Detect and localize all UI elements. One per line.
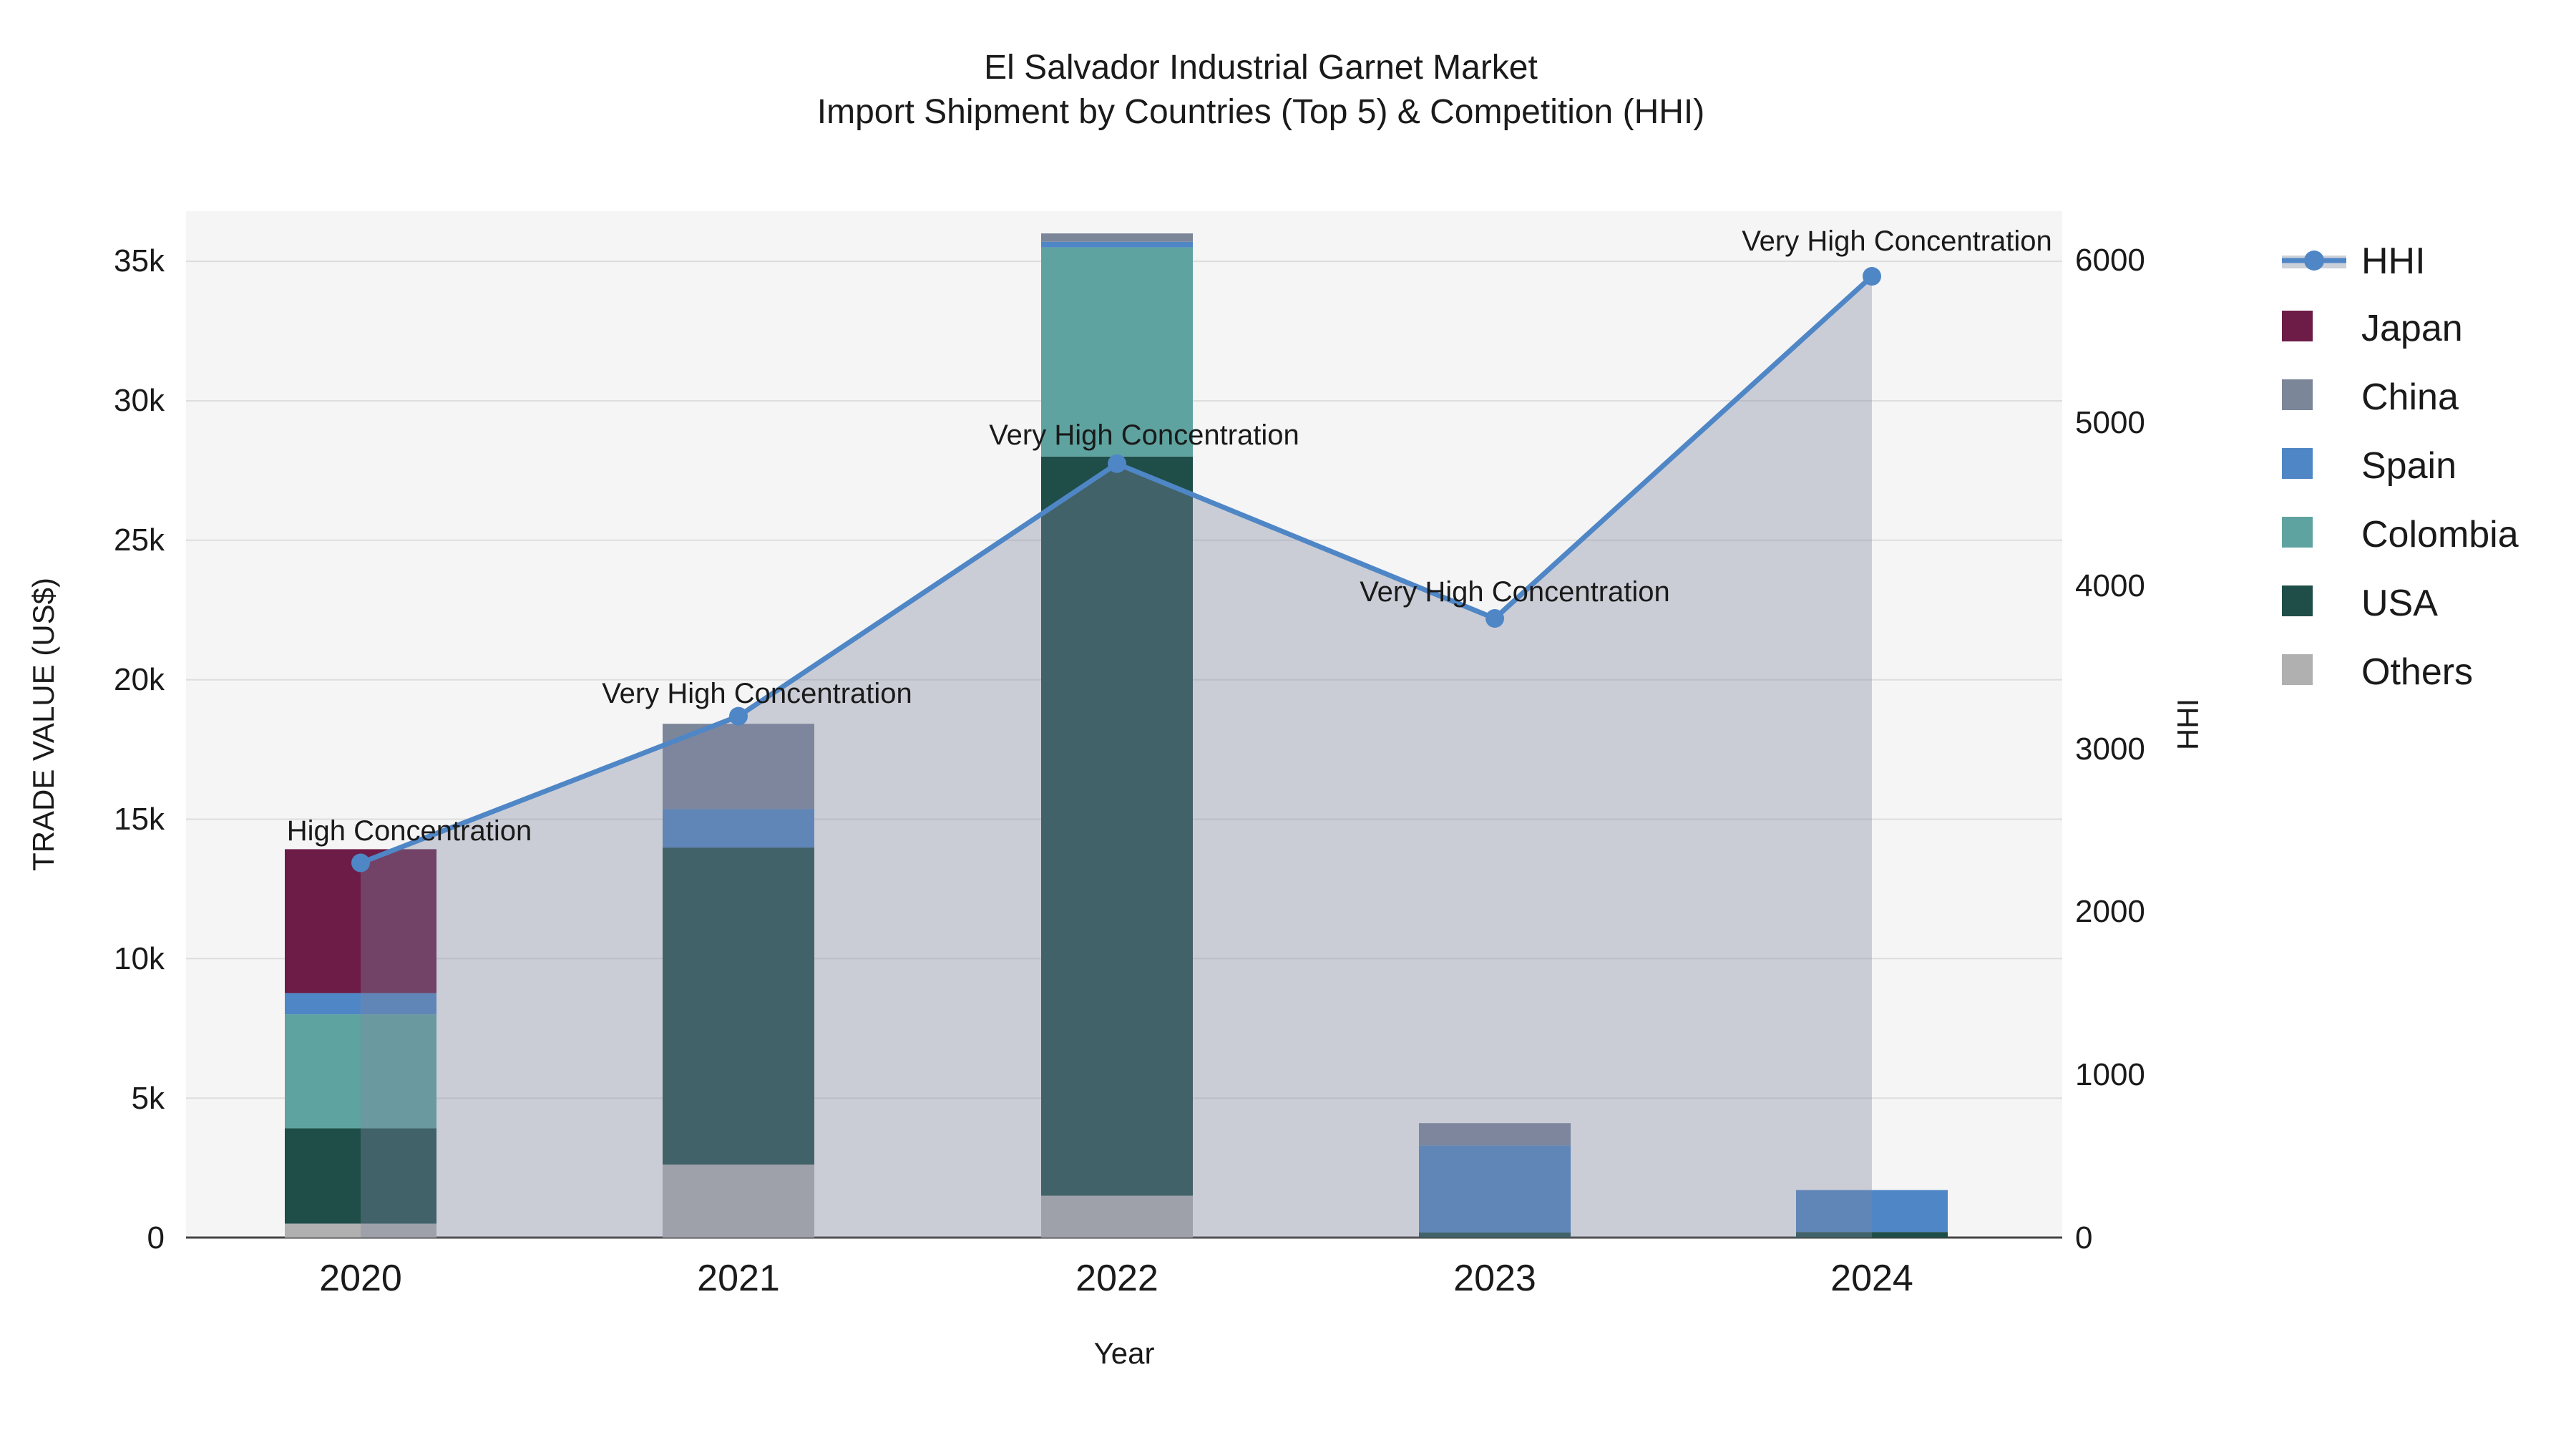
svg-text:1000: 1000	[2075, 1057, 2145, 1092]
svg-text:TRADE VALUE (US$): TRADE VALUE (US$)	[26, 578, 60, 871]
svg-text:20k: 20k	[114, 662, 165, 697]
svg-text:3000: 3000	[2075, 732, 2145, 767]
svg-text:Japan: Japan	[2361, 308, 2463, 349]
svg-text:10k: 10k	[114, 941, 165, 976]
svg-text:5k: 5k	[132, 1081, 165, 1116]
svg-text:Very High Concentration: Very High Concentration	[1360, 576, 1670, 608]
svg-text:Import Shipment by Countries (: Import Shipment by Countries (Top 5) & C…	[817, 93, 1704, 131]
svg-text:15k: 15k	[114, 802, 165, 837]
svg-text:HHI: HHI	[2361, 240, 2426, 282]
svg-text:HHI: HHI	[2171, 699, 2205, 750]
svg-text:2022: 2022	[1075, 1258, 1158, 1299]
svg-text:0: 0	[147, 1220, 165, 1255]
svg-text:Very High Concentration: Very High Concentration	[602, 678, 912, 709]
svg-text:China: China	[2361, 376, 2459, 418]
svg-text:Others: Others	[2361, 651, 2473, 693]
svg-text:2000: 2000	[2075, 894, 2145, 929]
svg-text:El Salvador Industrial Garnet: El Salvador Industrial Garnet Market	[984, 49, 1538, 87]
svg-text:25k: 25k	[114, 523, 165, 558]
svg-text:Spain: Spain	[2361, 445, 2457, 487]
svg-text:Colombia: Colombia	[2361, 514, 2519, 555]
svg-text:2021: 2021	[697, 1258, 780, 1299]
svg-text:30k: 30k	[114, 383, 165, 418]
svg-text:35k: 35k	[114, 243, 165, 278]
svg-text:2024: 2024	[1830, 1258, 1913, 1299]
svg-text:6000: 6000	[2075, 243, 2145, 278]
svg-text:USA: USA	[2361, 583, 2438, 624]
svg-text:5000: 5000	[2075, 405, 2145, 440]
svg-text:2020: 2020	[319, 1258, 402, 1299]
svg-text:0: 0	[2075, 1220, 2092, 1255]
svg-text:2023: 2023	[1453, 1258, 1536, 1299]
svg-text:Very High Concentration: Very High Concentration	[989, 419, 1299, 451]
svg-text:4000: 4000	[2075, 568, 2145, 603]
svg-text:Year: Year	[1094, 1336, 1155, 1370]
svg-text:Very High Concentration: Very High Concentration	[1742, 225, 2052, 257]
svg-text:High Concentration: High Concentration	[287, 815, 532, 847]
